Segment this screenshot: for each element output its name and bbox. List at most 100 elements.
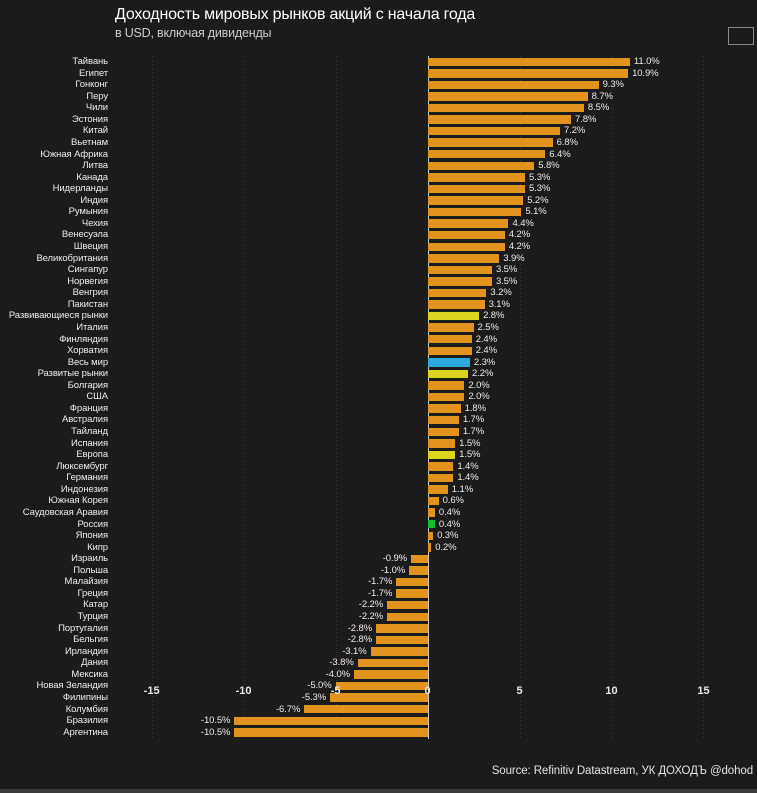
value-label: 2.0% — [468, 379, 490, 391]
value-bar — [427, 300, 485, 309]
bar-chart-plot: Тайвань 11.0% Египет 10.9% Гонконг 9.3% Перу 8.… — [0, 56, 757, 739]
value-label: 8.5% — [587, 102, 610, 114]
value-bar — [427, 543, 432, 552]
bar-row: Испания 1.5% — [0, 438, 755, 450]
country-label: Ирландия — [64, 645, 108, 657]
bar-track: 0.3% — [113, 530, 755, 542]
country-label: Израиль — [71, 553, 108, 565]
bar-track: 4.2% — [113, 229, 755, 241]
value-bar — [427, 496, 439, 506]
bar-track: -2.8% — [113, 634, 755, 646]
bar-track: 4.2% — [113, 241, 755, 253]
value-label: -5.0% — [307, 680, 332, 692]
value-bar — [427, 230, 505, 240]
country-label: Перу — [86, 90, 108, 102]
bar-row: Малайзия -1.7% — [0, 576, 755, 588]
value-label: 4.4% — [512, 217, 534, 229]
value-bar — [427, 450, 456, 460]
window-bottom-edge — [0, 789, 757, 793]
value-label: -3.8% — [329, 657, 354, 669]
value-label: 6.8% — [556, 136, 578, 148]
bar-row: Нидерланды 5.3% — [0, 183, 755, 195]
bar-row: Европа 1.5% — [0, 449, 755, 461]
bar-track: -6.7% — [113, 704, 755, 716]
country-label: Венесуэла — [61, 229, 108, 241]
value-bar — [427, 323, 474, 332]
bar-track: -3.8% — [113, 657, 755, 669]
bar-row: Чили 8.5% — [0, 102, 755, 114]
bar-row: Южная Корея 0.6% — [0, 495, 755, 507]
bar-track: 6.4% — [113, 149, 755, 161]
gridline — [243, 56, 245, 739]
country-label: Тайланд — [71, 426, 108, 437]
value-label: 1.5% — [459, 449, 481, 461]
country-label: Франция — [69, 402, 108, 414]
bar-row: Литва 5.8% — [0, 160, 755, 172]
bar-track: 9.3% — [113, 79, 755, 91]
value-bar — [376, 624, 428, 633]
country-label: Италия — [76, 321, 108, 333]
country-label: Саудовская Аравия — [22, 506, 108, 518]
country-label: Кипр — [87, 541, 108, 553]
value-bar — [335, 681, 428, 691]
bar-row: Австралия 1.7% — [0, 414, 755, 426]
country-label: Весь мир — [67, 356, 108, 368]
value-bar — [427, 207, 522, 217]
value-label: 2.8% — [483, 310, 505, 322]
bar-track: 2.8% — [113, 310, 755, 322]
value-label: 5.2% — [527, 194, 549, 206]
bar-row: Индия 5.2% — [0, 195, 755, 207]
bar-track: 0.6% — [113, 495, 755, 507]
value-label: 8.7% — [591, 90, 613, 102]
value-label: 4.2% — [508, 229, 531, 241]
country-label: Япония — [75, 530, 108, 542]
country-label: Дания — [81, 657, 108, 669]
axis-tick-label: -15 — [143, 685, 160, 697]
bar-row: Гонконг 9.3% — [0, 79, 755, 91]
bar-row: Южная Африка 6.4% — [0, 149, 755, 161]
country-label: Германия — [66, 472, 108, 484]
bar-track: -3.1% — [113, 646, 755, 658]
country-label: Южная Африка — [40, 148, 108, 160]
value-bar — [427, 335, 472, 344]
bar-track: 5.3% — [113, 183, 755, 195]
bar-track: 1.7% — [113, 414, 755, 426]
country-label: Индонезия — [60, 483, 108, 495]
country-label: Европа — [76, 449, 108, 461]
country-label: Бразилия — [66, 715, 108, 727]
value-bar — [427, 254, 500, 263]
value-label: 10.9% — [632, 67, 659, 79]
value-bar — [411, 554, 428, 564]
country-label: Вьетнам — [71, 136, 108, 148]
bar-row: Тайланд 1.7% — [0, 426, 755, 438]
bar-track: 2.5% — [113, 322, 755, 334]
gridline — [611, 56, 613, 739]
value-bar — [427, 80, 599, 90]
bar-row: Турция -2.2% — [0, 611, 755, 623]
value-bar — [427, 531, 434, 541]
value-bar — [370, 647, 428, 656]
value-label: -3.1% — [342, 645, 367, 657]
chart-rows: Тайвань 11.0% Египет 10.9% Гонконг 9.3% Перу 8.… — [0, 56, 755, 739]
bar-track: -4.0% — [113, 669, 755, 681]
value-bar — [427, 415, 459, 425]
bar-row: Люксембург 1.4% — [0, 461, 755, 473]
bar-track: 1.5% — [113, 438, 755, 450]
bar-track: 7.8% — [113, 114, 755, 126]
country-label: Египет — [79, 67, 108, 79]
bar-track: -0.9% — [113, 553, 755, 565]
bar-track: 2.0% — [113, 391, 755, 403]
value-bar — [427, 427, 459, 436]
country-label: Польша — [73, 564, 108, 576]
country-label: Канада — [76, 171, 108, 183]
country-label: Болгария — [67, 379, 108, 391]
country-label: Новая Зеландия — [36, 680, 108, 692]
country-label: Греция — [77, 587, 109, 599]
bar-track: -1.0% — [113, 565, 755, 577]
bar-track: 1.8% — [113, 403, 755, 415]
logo-placeholder-box — [728, 27, 754, 45]
value-label: -4.0% — [325, 668, 350, 680]
axis-tick-label: 15 — [697, 685, 710, 697]
value-label: 2.4% — [475, 333, 497, 345]
bar-track: 5.8% — [113, 160, 755, 172]
